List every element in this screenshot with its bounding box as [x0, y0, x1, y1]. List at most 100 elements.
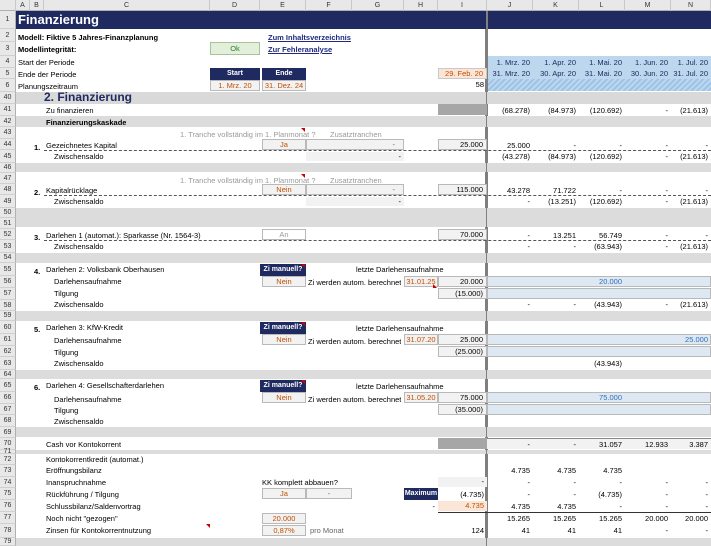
- col-header[interactable]: K: [533, 0, 579, 11]
- loan2-choice[interactable]: Nein: [262, 276, 306, 287]
- loan2-repay-amount[interactable]: (15.000): [438, 288, 487, 299]
- row-header[interactable]: 48: [0, 184, 16, 195]
- col-header[interactable]: J: [487, 0, 533, 11]
- row-header[interactable]: 45: [0, 150, 16, 163]
- row-header[interactable]: 47: [0, 173, 16, 184]
- loan3-draw-amount[interactable]: 25.000: [438, 334, 487, 345]
- loan4-choice[interactable]: Nein: [262, 392, 306, 403]
- loan4-manual-button[interactable]: Zi manuell?: [260, 380, 306, 392]
- col-header[interactable]: L: [579, 0, 625, 11]
- row-header[interactable]: 3: [0, 42, 16, 56]
- loan2-manual-button[interactable]: Zi manuell?: [260, 264, 306, 276]
- row-header[interactable]: 68: [0, 415, 16, 427]
- equity-amount[interactable]: 25.000: [438, 139, 487, 150]
- row-header[interactable]: 63: [0, 357, 16, 370]
- row-header[interactable]: 2: [0, 29, 16, 42]
- row-header[interactable]: 5: [0, 68, 16, 79]
- reserve-choice[interactable]: Nein: [262, 184, 306, 195]
- col-header[interactable]: G: [352, 0, 404, 11]
- row-header[interactable]: 6: [0, 79, 16, 92]
- row-header[interactable]: 67: [0, 404, 16, 415]
- loan1-toggle[interactable]: An: [262, 229, 306, 240]
- col-header[interactable]: I: [438, 0, 487, 11]
- row-header[interactable]: 43: [0, 127, 16, 139]
- row-header[interactable]: 64: [0, 370, 16, 379]
- start-date-input[interactable]: 1. Mrz. 20: [210, 80, 260, 91]
- row-header[interactable]: 76: [0, 500, 16, 512]
- col-header[interactable]: M: [625, 0, 671, 11]
- col-header[interactable]: B: [30, 0, 44, 11]
- col-header[interactable]: N: [671, 0, 711, 11]
- row-header[interactable]: 41: [0, 104, 16, 116]
- value[interactable]: 75.000: [599, 393, 622, 402]
- row-header[interactable]: 72: [0, 454, 16, 465]
- row-header[interactable]: 46: [0, 163, 16, 173]
- equity-choice[interactable]: Ja: [262, 139, 306, 150]
- value[interactable]: 20.000: [599, 277, 622, 286]
- row-header[interactable]: 50: [0, 208, 16, 218]
- loan4-repay-amount[interactable]: (35.000): [438, 404, 487, 415]
- row-header[interactable]: 75: [0, 488, 16, 500]
- reserve-amount[interactable]: 115.000: [438, 184, 487, 195]
- reserve-tranche[interactable]: -: [306, 184, 404, 195]
- col-header[interactable]: A: [16, 0, 30, 11]
- loan4-draw-amount[interactable]: 75.000: [438, 392, 487, 403]
- col-header[interactable]: E: [260, 0, 306, 11]
- col-header[interactable]: D: [210, 0, 260, 11]
- row-header[interactable]: 62: [0, 346, 16, 357]
- repay-dash[interactable]: -: [306, 488, 352, 499]
- row-header[interactable]: 58: [0, 300, 16, 311]
- row-header[interactable]: 60: [0, 321, 16, 334]
- row-header[interactable]: 56: [0, 276, 16, 288]
- row-header[interactable]: 78: [0, 524, 16, 538]
- interest-rate-input[interactable]: 0,87%: [262, 525, 306, 536]
- repay-choice[interactable]: Ja: [262, 488, 306, 499]
- row-header[interactable]: 59: [0, 311, 16, 321]
- loan1-amount[interactable]: 70.000: [438, 229, 487, 240]
- loan2-date[interactable]: 31.01.25: [404, 276, 438, 287]
- row-header[interactable]: 61: [0, 334, 16, 346]
- col-header[interactable]: H: [404, 0, 438, 11]
- equity-tranche[interactable]: -: [306, 139, 404, 150]
- row-header[interactable]: 44: [0, 139, 16, 150]
- row-header[interactable]: 74: [0, 477, 16, 488]
- section-bar: [16, 92, 486, 104]
- limit-input[interactable]: 20.000: [262, 513, 306, 524]
- corner-cell[interactable]: [0, 0, 16, 11]
- link-contents[interactable]: Zum Inhaltsverzeichnis: [268, 33, 351, 42]
- row-header[interactable]: 79: [0, 538, 16, 546]
- row-header[interactable]: 69: [0, 427, 16, 438]
- row-header[interactable]: 4: [0, 56, 16, 68]
- row-header[interactable]: 57: [0, 288, 16, 300]
- row-header[interactable]: 49: [0, 195, 16, 208]
- loan3-manual-button[interactable]: Zi manuell?: [260, 322, 306, 334]
- row-header[interactable]: 66: [0, 392, 16, 404]
- loan2-draw-amount[interactable]: 20.000: [438, 276, 487, 287]
- link-errors[interactable]: Zur Fehleranalyse: [268, 45, 333, 54]
- row-header[interactable]: 54: [0, 253, 16, 263]
- row-header[interactable]: 55: [0, 263, 16, 276]
- value[interactable]: 25.000: [685, 335, 708, 344]
- row-header[interactable]: 51: [0, 218, 16, 229]
- row-header[interactable]: 53: [0, 240, 16, 253]
- loan3-repay-row[interactable]: [487, 346, 711, 357]
- row-header[interactable]: 65: [0, 379, 16, 392]
- end-date-input[interactable]: 31. Dez. 24: [262, 80, 306, 91]
- loan2-repay-row[interactable]: [487, 288, 711, 299]
- row-header[interactable]: 40: [0, 92, 16, 104]
- loan4-date[interactable]: 31.05.20: [404, 392, 438, 403]
- col-header[interactable]: C: [44, 0, 210, 11]
- loan3-date[interactable]: 31.07.20: [404, 334, 438, 345]
- row-header[interactable]: 71: [0, 448, 16, 455]
- row-header[interactable]: 73: [0, 465, 16, 477]
- row-header[interactable]: 77: [0, 512, 16, 524]
- loan3-repay-amount[interactable]: (25.000): [438, 346, 487, 357]
- row-header[interactable]: 42: [0, 116, 16, 127]
- row-header[interactable]: 70: [0, 438, 16, 450]
- loan3-choice[interactable]: Nein: [262, 334, 306, 345]
- row-header[interactable]: 52: [0, 229, 16, 240]
- maximum-button[interactable]: Maximum: [404, 488, 438, 500]
- loan4-repay-row[interactable]: [487, 404, 711, 415]
- col-header[interactable]: F: [306, 0, 352, 11]
- row-header[interactable]: 1: [0, 11, 16, 29]
